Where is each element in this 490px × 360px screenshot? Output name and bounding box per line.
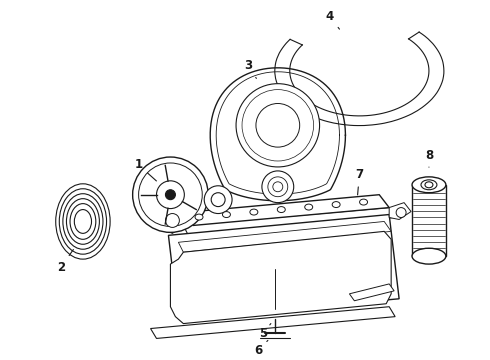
Ellipse shape <box>421 180 437 190</box>
Ellipse shape <box>412 248 446 264</box>
Ellipse shape <box>59 189 106 254</box>
Polygon shape <box>349 284 394 301</box>
Polygon shape <box>183 195 389 225</box>
Text: 1: 1 <box>135 158 156 181</box>
Ellipse shape <box>70 204 96 239</box>
Ellipse shape <box>139 163 202 226</box>
Ellipse shape <box>222 212 230 217</box>
Ellipse shape <box>236 84 319 167</box>
Text: 8: 8 <box>425 149 433 167</box>
Ellipse shape <box>262 171 294 203</box>
Text: 3: 3 <box>244 59 256 78</box>
Ellipse shape <box>332 202 340 208</box>
Ellipse shape <box>74 210 92 233</box>
Ellipse shape <box>67 199 99 244</box>
Polygon shape <box>161 207 183 233</box>
Polygon shape <box>178 221 391 252</box>
Ellipse shape <box>277 207 285 212</box>
Polygon shape <box>412 185 446 256</box>
Polygon shape <box>169 215 399 319</box>
Ellipse shape <box>63 194 103 249</box>
Ellipse shape <box>204 186 232 213</box>
Polygon shape <box>183 208 394 235</box>
Polygon shape <box>389 203 411 220</box>
Ellipse shape <box>250 209 258 215</box>
Ellipse shape <box>195 214 203 220</box>
Ellipse shape <box>268 177 288 197</box>
Ellipse shape <box>242 90 314 161</box>
Ellipse shape <box>166 190 175 200</box>
Text: 4: 4 <box>325 10 340 29</box>
Ellipse shape <box>256 103 300 147</box>
Polygon shape <box>150 307 395 338</box>
Ellipse shape <box>166 213 179 228</box>
Ellipse shape <box>133 157 208 232</box>
Polygon shape <box>171 231 391 324</box>
Ellipse shape <box>273 182 283 192</box>
Text: 6: 6 <box>254 341 268 357</box>
Text: 5: 5 <box>259 324 271 340</box>
Ellipse shape <box>211 193 225 207</box>
Ellipse shape <box>425 182 433 188</box>
Text: 2: 2 <box>57 249 74 274</box>
Ellipse shape <box>396 208 406 217</box>
Ellipse shape <box>305 204 313 210</box>
Ellipse shape <box>56 184 110 259</box>
Ellipse shape <box>360 199 368 205</box>
Text: 7: 7 <box>355 168 364 195</box>
Ellipse shape <box>156 181 184 208</box>
Ellipse shape <box>412 177 446 193</box>
